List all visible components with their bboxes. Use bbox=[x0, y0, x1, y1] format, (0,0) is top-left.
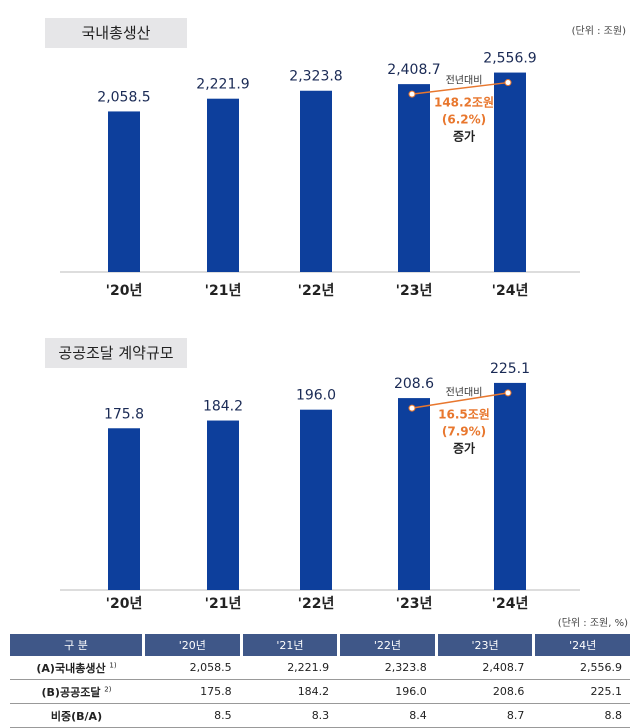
bar bbox=[207, 98, 239, 272]
summary-table: 구 분 '20년 '21년 '22년 '23년 '24년 (A)국내총생산 1) 2,058… bbox=[10, 634, 630, 728]
annotation-amount: 148.2조원 bbox=[434, 95, 494, 109]
data-label: 2,058.5 bbox=[97, 89, 150, 105]
table-cell: 225.1 bbox=[532, 680, 630, 704]
data-label: 2,323.8 bbox=[289, 69, 342, 85]
dot-marker bbox=[504, 389, 512, 397]
annotation-suffix: 증가 bbox=[453, 440, 475, 455]
row-label-text: (B)공공조달 bbox=[41, 685, 101, 699]
table-cell: 2,323.8 bbox=[337, 656, 435, 680]
table-cell: 8.4 bbox=[337, 704, 435, 728]
data-label: 2,556.9 bbox=[483, 51, 536, 67]
table-cell: 208.6 bbox=[434, 680, 533, 704]
table-cell: 8.5 bbox=[142, 704, 240, 728]
procurement-chart: 175.8 '20년 184.2 '21년 196.0 '22년 208.6 '23년 225.… bbox=[60, 361, 580, 612]
table-row: 비중(B/A) 8.5 8.3 8.4 8.7 8.8 bbox=[10, 704, 630, 728]
data-label: 208.6 bbox=[394, 376, 434, 392]
x-tick-label: '21년 bbox=[205, 283, 242, 299]
table-row: (B)공공조달 2) 175.8 184.2 196.0 208.6 225.1 bbox=[10, 680, 630, 704]
table-header: '21년 bbox=[239, 634, 338, 656]
data-label: 2,221.9 bbox=[196, 77, 249, 93]
bar bbox=[207, 420, 239, 590]
row-label: 비중(B/A) bbox=[10, 704, 142, 728]
x-tick-label: '21년 bbox=[205, 596, 242, 612]
x-tick-label: '24년 bbox=[492, 283, 529, 299]
bar bbox=[300, 90, 332, 273]
chart2-title: 공공조달 계약규모 bbox=[45, 338, 187, 368]
change-line bbox=[411, 81, 509, 95]
x-tick-label: '22년 bbox=[298, 596, 335, 612]
table-cell: 2,556.9 bbox=[532, 656, 630, 680]
row-label: (B)공공조달 2) bbox=[10, 680, 142, 704]
gdp-chart: 2,058.5 '20년 2,221.9 '21년 2,323.8 '22년 2,408.7… bbox=[60, 51, 580, 299]
chart1-unit: (단위 : 조원) bbox=[571, 26, 626, 37]
table-cell: 2,408.7 bbox=[434, 656, 533, 680]
table-header: '22년 bbox=[337, 634, 435, 656]
table-row: (A)국내총생산 1) 2,058.5 2,221.9 2,323.8 2,408.7 2… bbox=[10, 656, 630, 680]
row-label-text: (A)국내총생산 bbox=[36, 661, 106, 675]
x-tick-label: '24년 bbox=[492, 596, 529, 612]
bar bbox=[494, 72, 526, 272]
x-tick-label: '23년 bbox=[396, 596, 433, 612]
footnote-mark: 1) bbox=[109, 660, 117, 669]
data-label: 2,408.7 bbox=[387, 62, 440, 78]
chart1-title: 국내총생산 bbox=[45, 18, 187, 48]
footnote-mark: 2) bbox=[104, 684, 112, 693]
x-tick-label: '22년 bbox=[298, 283, 335, 299]
table-cell: 196.0 bbox=[337, 680, 435, 704]
bar bbox=[108, 428, 140, 590]
annotation-percent: (6.2%) bbox=[442, 112, 486, 126]
x-tick-label: '20년 bbox=[106, 283, 143, 299]
bar bbox=[398, 84, 430, 272]
table-cell: 8.3 bbox=[239, 704, 338, 728]
x-tick-label: '20년 bbox=[106, 596, 143, 612]
data-label: 225.1 bbox=[490, 361, 530, 377]
annotation-amount: 16.5조원 bbox=[438, 407, 490, 421]
row-label: (A)국내총생산 1) bbox=[10, 656, 142, 680]
dot-marker bbox=[408, 404, 416, 412]
bar bbox=[300, 409, 332, 590]
annotation-label: 전년대비 bbox=[446, 74, 483, 86]
table-cell: 8.7 bbox=[434, 704, 533, 728]
table-cell: 2,221.9 bbox=[239, 656, 338, 680]
x-tick-label: '23년 bbox=[396, 283, 433, 299]
table-header: '24년 bbox=[532, 634, 630, 656]
row-label-text: 비중(B/A) bbox=[50, 709, 103, 723]
bar bbox=[108, 111, 140, 272]
bar bbox=[494, 382, 526, 590]
table-unit: (단위 : 조원, %) bbox=[557, 618, 628, 629]
dot-marker bbox=[408, 90, 416, 98]
annotation-percent: (7.9%) bbox=[442, 424, 486, 438]
table-header: 구 분 bbox=[10, 634, 142, 656]
table-header: '20년 bbox=[142, 634, 240, 656]
data-label: 184.2 bbox=[203, 399, 243, 415]
table-cell: 8.8 bbox=[532, 704, 630, 728]
table-cell: 175.8 bbox=[142, 680, 240, 704]
table-cell: 2,058.5 bbox=[142, 656, 240, 680]
dot-marker bbox=[504, 79, 512, 87]
data-label: 175.8 bbox=[104, 406, 144, 422]
table-header: '23년 bbox=[434, 634, 533, 656]
change-line bbox=[411, 392, 509, 409]
bar bbox=[398, 398, 430, 590]
annotation-suffix: 증가 bbox=[453, 128, 475, 143]
table-cell: 184.2 bbox=[239, 680, 338, 704]
data-label: 196.0 bbox=[296, 388, 336, 404]
annotation-label: 전년대비 bbox=[446, 386, 483, 398]
